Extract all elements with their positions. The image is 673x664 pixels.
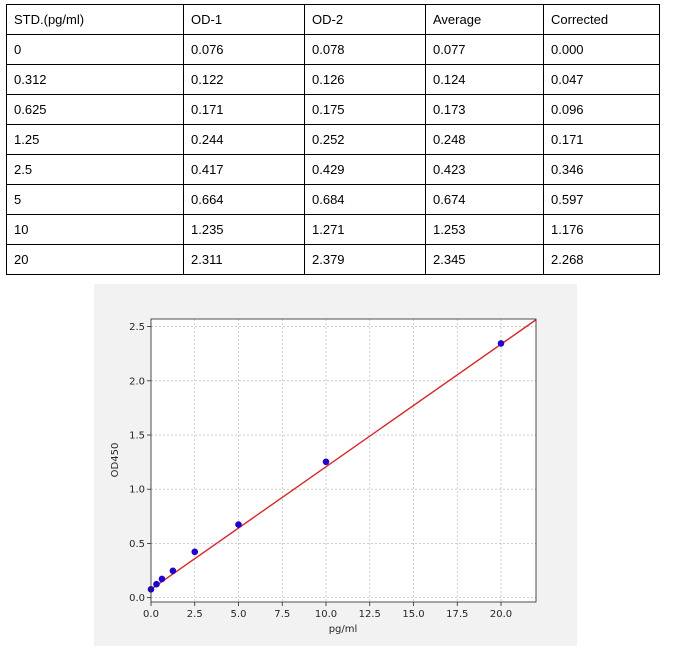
cell-average: 0.674 xyxy=(425,184,544,215)
y-axis-label: OD450 xyxy=(110,443,121,478)
header-average: Average xyxy=(425,4,544,35)
cell-corrected: 0.047 xyxy=(543,64,660,95)
cell-od1: 0.171 xyxy=(183,94,305,125)
cell-od1: 0.664 xyxy=(183,184,305,215)
cell-average: 0.077 xyxy=(425,34,544,65)
y-tick-label: 0.5 xyxy=(129,539,145,550)
cell-std: 5 xyxy=(6,184,184,215)
cell-od1: 0.122 xyxy=(183,64,305,95)
y-tick-label: 2.5 xyxy=(129,322,145,333)
table-row: 0.625 0.171 0.175 0.173 0.096 xyxy=(6,94,660,125)
cell-od2: 1.271 xyxy=(304,214,426,245)
cell-average: 0.423 xyxy=(425,154,544,185)
fit-line xyxy=(150,319,537,590)
cell-corrected: 0.346 xyxy=(543,154,660,185)
cell-od1: 0.417 xyxy=(183,154,305,185)
cell-std: 10 xyxy=(6,214,184,245)
cell-corrected: 0.171 xyxy=(543,124,660,155)
chart-canvas: 0.0 2.5 5.0 7.5 10.0 12.5 15.0 17.5 20.0 0.0 0.5 1… xyxy=(110,318,537,635)
y-axis-ticks: 0.0 0.5 1.0 1.5 2.0 2.5 xyxy=(129,322,151,604)
cell-od2: 0.252 xyxy=(304,124,426,155)
y-tick-label: 1.5 xyxy=(129,431,145,442)
cell-average: 0.248 xyxy=(425,124,544,155)
cell-od2: 2.379 xyxy=(304,244,426,275)
x-tick-label: 20.0 xyxy=(490,609,512,620)
table-row: 20 2.311 2.379 2.345 2.268 xyxy=(6,244,660,275)
header-od1: OD-1 xyxy=(183,4,305,35)
plot-area xyxy=(151,319,536,602)
cell-corrected: 1.176 xyxy=(543,214,660,245)
data-point xyxy=(235,521,242,528)
cell-od2: 0.126 xyxy=(304,64,426,95)
x-tick-label: 15.0 xyxy=(402,609,424,620)
x-axis-label: pg/ml xyxy=(329,624,358,635)
cell-average: 0.173 xyxy=(425,94,544,125)
table-row: 0.312 0.122 0.126 0.124 0.047 xyxy=(6,64,660,95)
data-point xyxy=(191,548,199,556)
x-tick-label: 10.0 xyxy=(315,609,337,620)
cell-corrected: 0.597 xyxy=(543,184,660,215)
table-row: 10 1.235 1.271 1.253 1.176 xyxy=(6,214,660,245)
cell-std: 1.25 xyxy=(6,124,184,155)
data-point xyxy=(158,575,166,583)
x-axis-ticks: 0.0 2.5 5.0 7.5 10.0 12.5 15.0 17.5 20.0 xyxy=(143,602,512,620)
x-tick-label: 0.0 xyxy=(143,609,159,620)
data-point xyxy=(322,458,330,466)
cell-od1: 2.311 xyxy=(183,244,305,275)
cell-corrected: 0.096 xyxy=(543,94,660,125)
y-tick-label: 2.0 xyxy=(129,376,145,387)
data-point xyxy=(169,567,177,575)
table-row: 2.5 0.417 0.429 0.423 0.346 xyxy=(6,154,660,185)
x-tick-label: 12.5 xyxy=(359,609,381,620)
cell-std: 0 xyxy=(6,34,184,65)
cell-od1: 1.235 xyxy=(183,214,305,245)
data-point xyxy=(153,580,160,588)
header-od2: OD-2 xyxy=(304,4,426,35)
standard-curve-chart: 0.0 2.5 5.0 7.5 10.0 12.5 15.0 17.5 20.0 0.0 0.5 1… xyxy=(94,284,577,646)
cell-average: 1.253 xyxy=(425,214,544,245)
x-tick-label: 7.5 xyxy=(274,609,290,620)
x-tick-label: 2.5 xyxy=(187,609,203,620)
standard-curve-table: STD.(pg/ml) OD-1 OD-2 Average Corrected … xyxy=(6,4,660,275)
plot-frame xyxy=(150,318,537,603)
cell-std: 20 xyxy=(6,244,184,275)
header-corrected: Corrected xyxy=(543,4,660,35)
cell-std: 0.625 xyxy=(6,94,184,125)
cell-od1: 0.244 xyxy=(183,124,305,155)
cell-std: 0.312 xyxy=(6,64,184,95)
fit-line-layer xyxy=(150,319,537,590)
cell-corrected: 2.268 xyxy=(543,244,660,275)
cell-corrected: 0.000 xyxy=(543,34,660,65)
x-tick-label: 5.0 xyxy=(231,609,247,620)
cell-std: 2.5 xyxy=(6,154,184,185)
cell-average: 2.345 xyxy=(425,244,544,275)
cell-od2: 0.684 xyxy=(304,184,426,215)
table-row: 5 0.664 0.684 0.674 0.597 xyxy=(6,184,660,215)
cell-od2: 0.175 xyxy=(304,94,426,125)
y-tick-label: 1.0 xyxy=(129,485,145,496)
grid-lines xyxy=(150,319,536,602)
table-row: 0 0.076 0.078 0.077 0.000 xyxy=(6,34,660,65)
cell-od1: 0.076 xyxy=(183,34,305,65)
cell-od2: 0.429 xyxy=(304,154,426,185)
data-point xyxy=(497,340,505,347)
x-tick-label: 17.5 xyxy=(446,609,468,620)
cell-od2: 0.078 xyxy=(304,34,426,65)
table-row: 1.25 0.244 0.252 0.248 0.171 xyxy=(6,124,660,155)
header-std: STD.(pg/ml) xyxy=(6,4,184,35)
cell-average: 0.124 xyxy=(425,64,544,95)
table-header-row: STD.(pg/ml) OD-1 OD-2 Average Corrected xyxy=(6,4,660,35)
y-tick-label: 0.0 xyxy=(129,593,145,604)
